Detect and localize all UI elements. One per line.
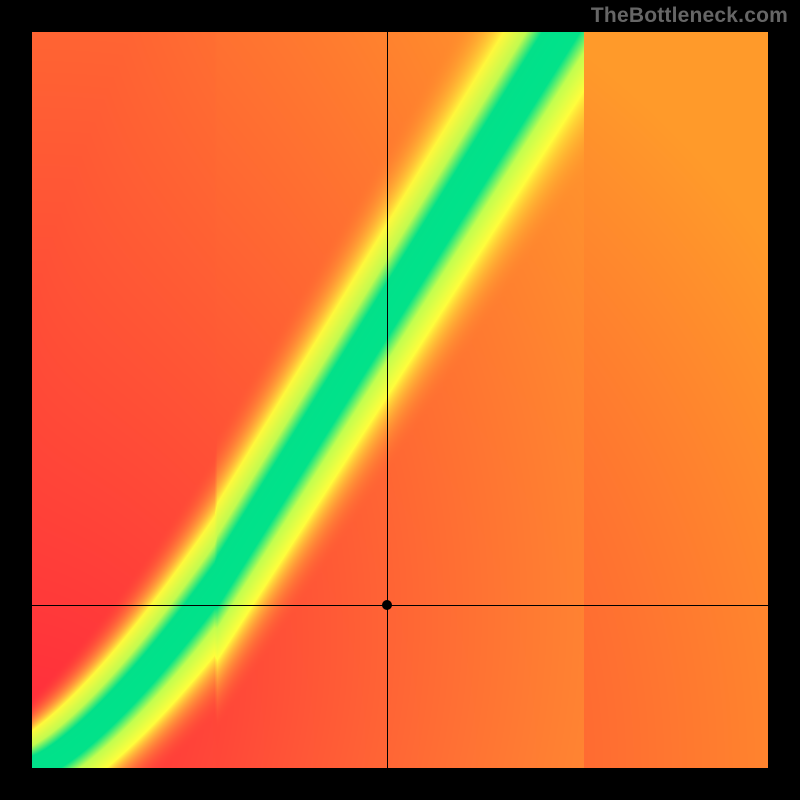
crosshair-vertical: [387, 32, 388, 768]
chart-container: TheBottleneck.com: [0, 0, 800, 800]
plot-area: [32, 32, 768, 768]
crosshair-horizontal: [32, 605, 768, 606]
heatmap-canvas: [32, 32, 768, 768]
watermark-label: TheBottleneck.com: [591, 4, 788, 28]
crosshair-marker: [382, 600, 392, 610]
